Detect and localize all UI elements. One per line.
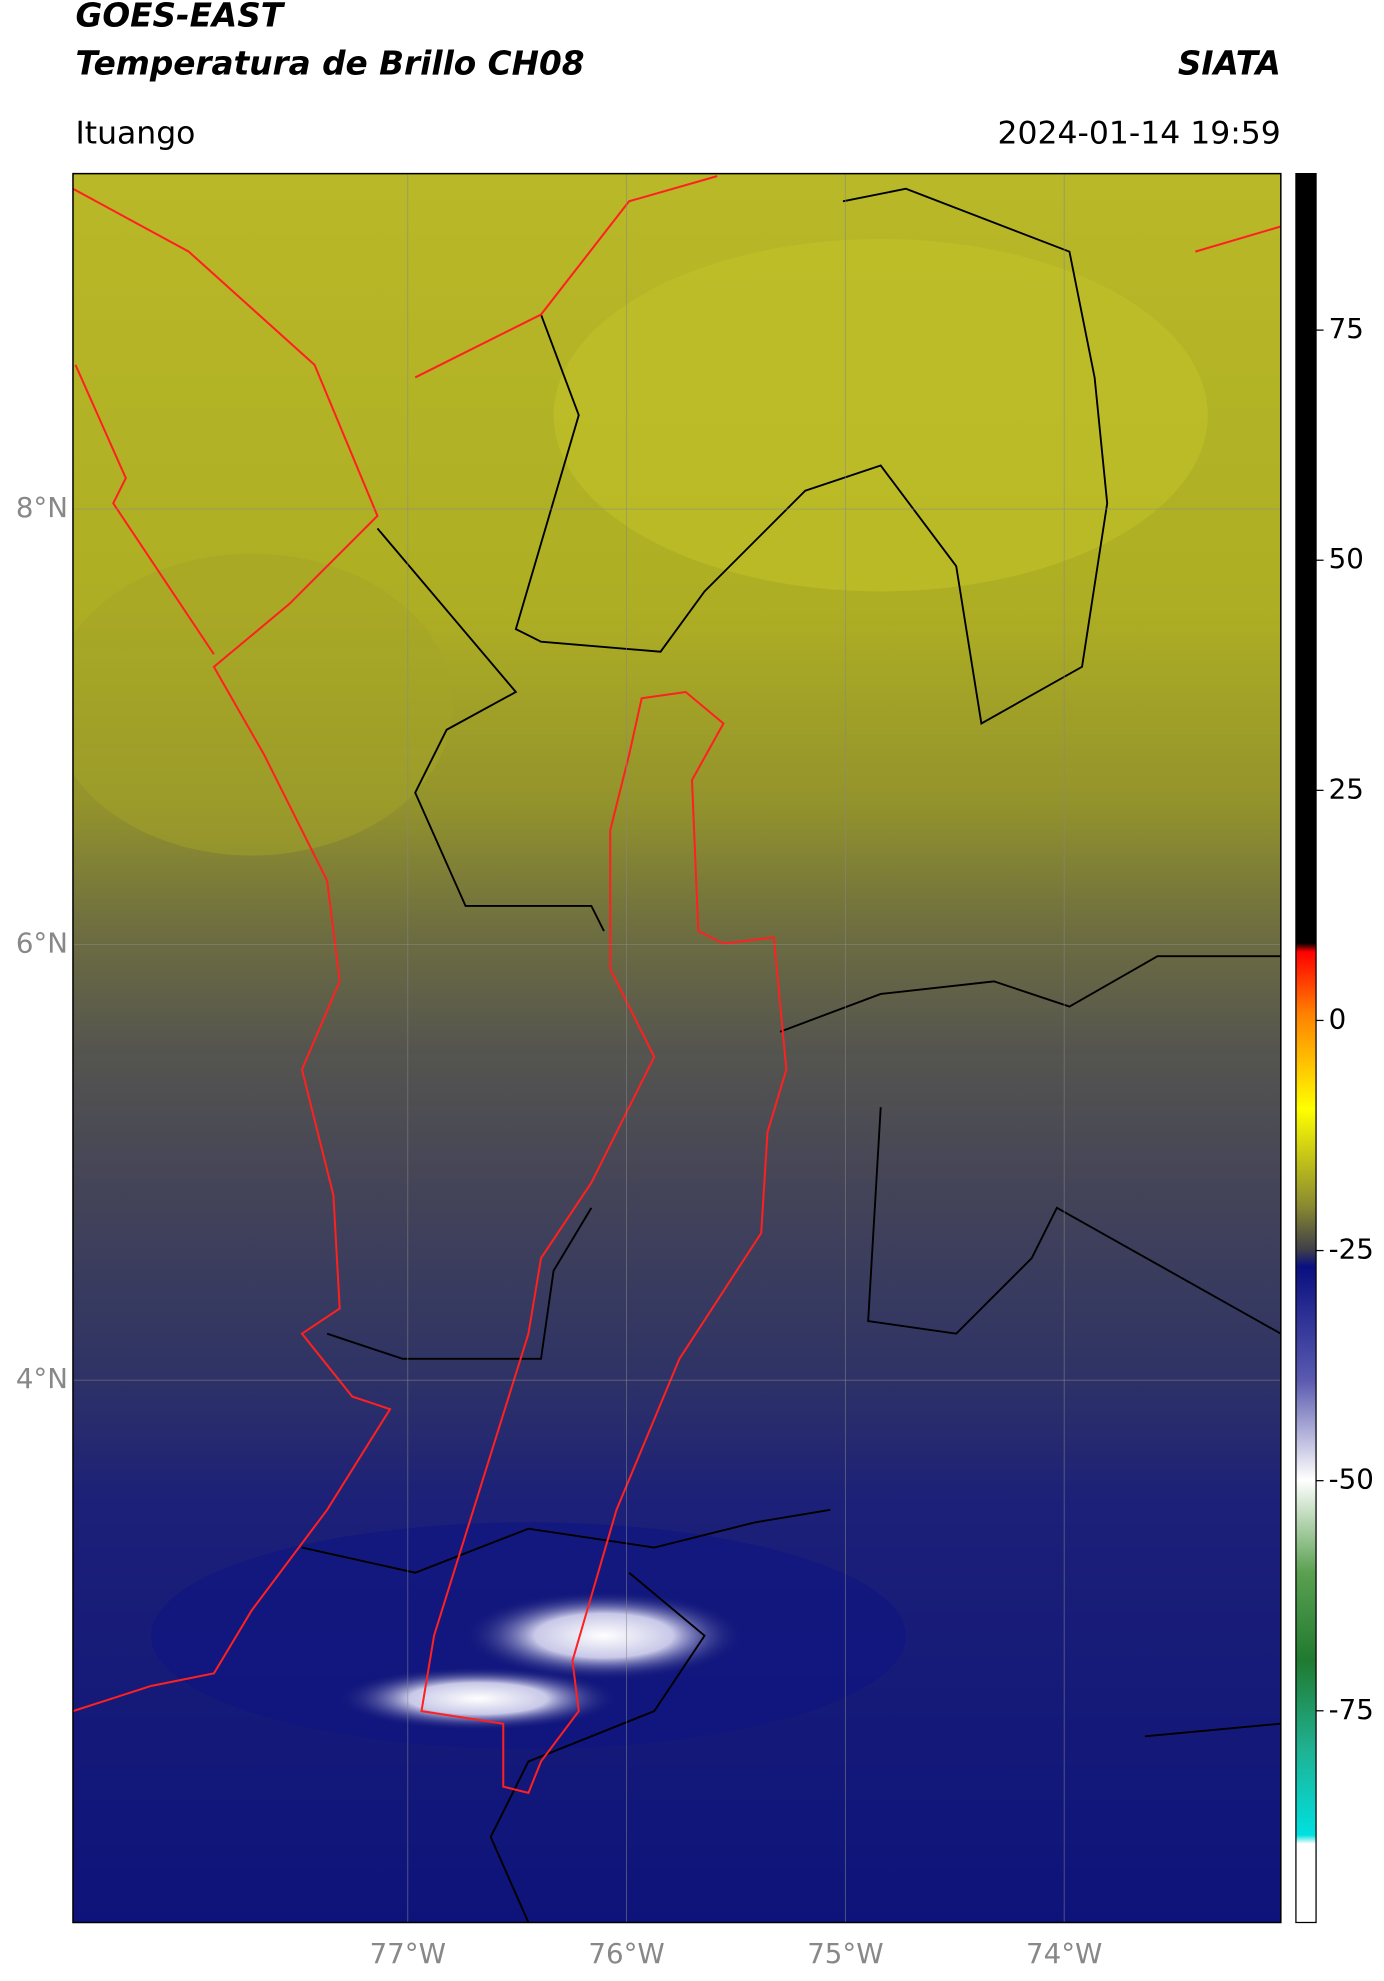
x-tick-label: 74°W [1026, 1937, 1102, 1970]
subtitle: Temperatura de Brillo CH08 [75, 44, 584, 82]
y-tick-label: 4°N [16, 1362, 68, 1395]
x-tick-label: 77°W [370, 1937, 446, 1970]
colorbar [1295, 172, 1317, 1924]
outlines [72, 175, 1281, 1795]
y-tick-label: 8°N [16, 491, 68, 524]
map-region [553, 239, 1208, 592]
map-frame [72, 172, 1282, 1924]
map-region [72, 553, 453, 856]
colorbar-tick-label: 0 [1329, 1002, 1347, 1035]
axes: 77°W 76°W 75°W 74°W 8°N 6°N 4°N 75 50 25 0 -25 -50 -7… [16, 312, 1374, 1970]
colorbar-tick-label: -50 [1329, 1463, 1374, 1496]
grid [72, 173, 1281, 1923]
map [72, 173, 1281, 1923]
y-tick-label: 6°N [16, 927, 68, 960]
cloud [339, 1667, 617, 1730]
datetime: 2024-01-14 19:59 [998, 116, 1281, 152]
colorbar-tick-label: 50 [1329, 542, 1364, 575]
location: Ituango [75, 116, 195, 152]
title: GOES-EAST [75, 0, 285, 35]
x-tick-label: 75°W [807, 1937, 883, 1970]
colorbar-tick-label: 25 [1329, 772, 1364, 805]
brand: SIATA [1178, 44, 1281, 82]
x-tick-label: 76°W [588, 1937, 664, 1970]
cloud [465, 1591, 743, 1680]
borders [301, 187, 1281, 1923]
colorbar-tick-label: -25 [1329, 1233, 1374, 1266]
colorbar-tick-label: -75 [1329, 1693, 1374, 1726]
colorbar-tick-label: 75 [1329, 312, 1364, 345]
